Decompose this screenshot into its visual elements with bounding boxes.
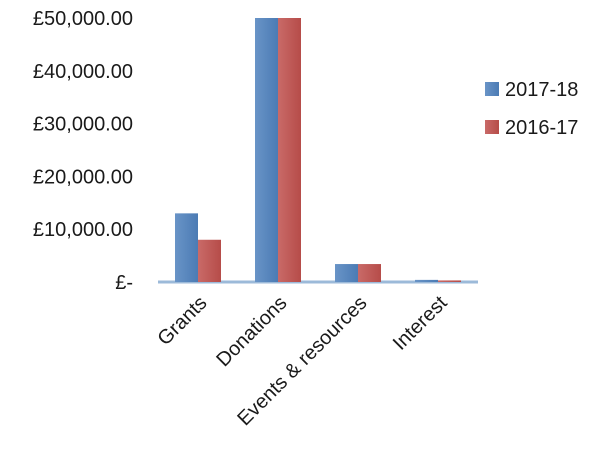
bar-2017-18-interest (415, 279, 438, 282)
legend: 2017-18 2016-17 (485, 79, 578, 139)
y-tick-label: £50,000.00 (33, 8, 133, 30)
y-tick-label: £40,000.00 (33, 61, 133, 83)
legend-swatch (485, 120, 499, 134)
legend-label: 2016-17 (505, 117, 578, 139)
y-axis: £- £10,000.00 £20,000.00 £30,000.00 £40,000.… (33, 8, 133, 294)
bar-2016-17-events-resources (358, 264, 381, 282)
y-tick-label: £30,000.00 (33, 114, 133, 136)
bar-2017-18-grants (175, 213, 198, 282)
bar-2017-18-donations (255, 18, 278, 282)
category-label: Grants (154, 292, 212, 350)
category-label: Interest (389, 292, 452, 355)
y-tick-label: £- (115, 272, 133, 294)
y-tick-label: £10,000.00 (33, 219, 133, 241)
bar-2016-17-donations (278, 18, 301, 282)
y-tick-label: £20,000.00 (33, 166, 133, 188)
legend-swatch (485, 82, 499, 96)
legend-label: 2017-18 (505, 79, 578, 101)
bar-2016-17-grants (198, 239, 221, 282)
bars (175, 18, 461, 282)
bar-2017-18-events-resources (335, 264, 358, 282)
bar-2016-17-interest (438, 280, 461, 282)
category-label: Donations (212, 292, 291, 371)
